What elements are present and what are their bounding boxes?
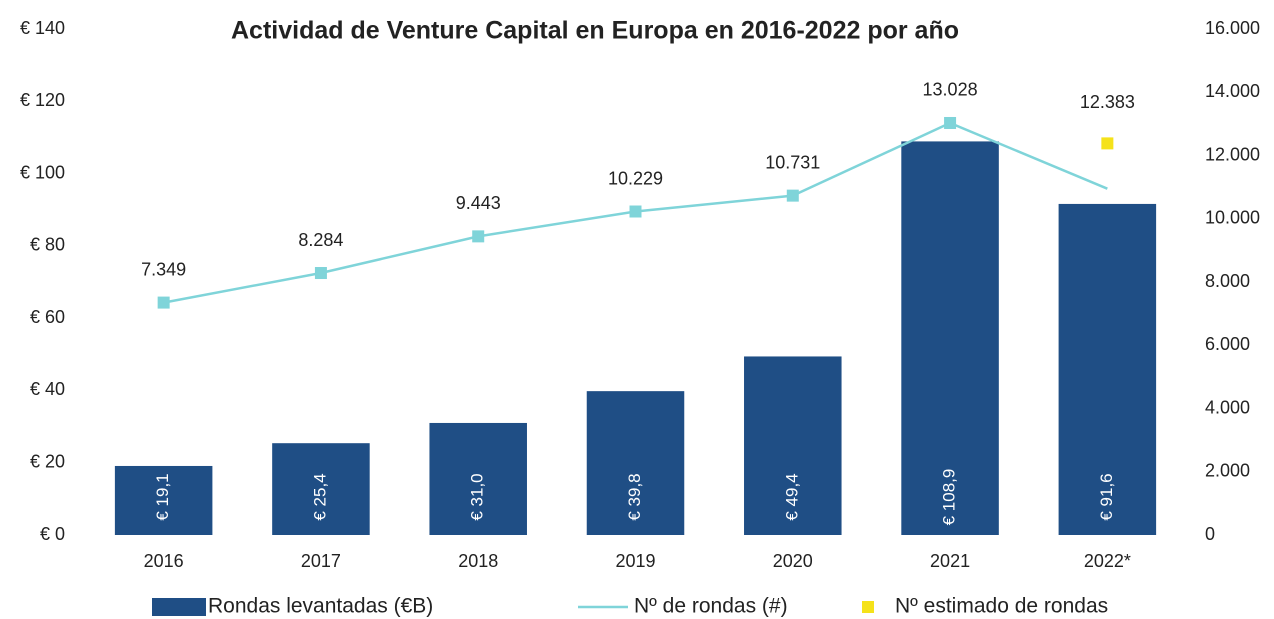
legend-label: Nº de rondas (#) [634, 595, 788, 618]
y2-tick-label: 4.000 [1205, 397, 1250, 417]
y-tick-label: € 40 [30, 379, 65, 399]
line-value-label: 9.443 [456, 193, 501, 213]
x-tick-label: 2021 [930, 551, 970, 571]
bar [744, 356, 842, 535]
y2-tick-label: 0 [1205, 524, 1215, 544]
line-value-label: 13.028 [923, 80, 978, 100]
line-marker [157, 296, 170, 309]
x-tick-label: 2018 [458, 551, 498, 571]
y-tick-label: € 60 [30, 307, 65, 327]
x-tick-label: 2022* [1084, 551, 1131, 571]
y2-tick-label: 16.000 [1205, 18, 1260, 38]
y2-tick-label: 10.000 [1205, 208, 1260, 228]
line-marker [472, 230, 485, 243]
bar [114, 465, 213, 535]
y2-tick-label: 6.000 [1205, 334, 1250, 354]
legend-label: Rondas levantadas (€B) [208, 595, 433, 618]
y2-tick-label: 2.000 [1205, 461, 1250, 481]
x-tick-label: 2017 [301, 551, 341, 571]
line-value-label: 10.229 [608, 168, 663, 188]
line-marker [314, 267, 327, 280]
y-tick-label: € 100 [20, 162, 65, 182]
line-value-label: 10.731 [765, 152, 820, 172]
legend-swatch [152, 598, 206, 616]
bar [586, 391, 685, 535]
bar-value-label: € 39,8 [625, 473, 644, 520]
bar-value-label: € 25,4 [310, 473, 329, 520]
bar-value-label: € 108,9 [940, 469, 959, 526]
line-value-label: 7.349 [141, 259, 186, 279]
line-marker [786, 189, 799, 202]
bar [429, 422, 527, 535]
x-tick-label: 2019 [615, 551, 655, 571]
bar-value-label: € 19,1 [153, 473, 172, 520]
legend-label: Nº estimado de rondas [895, 595, 1108, 618]
y2-tick-label: 12.000 [1205, 144, 1260, 164]
bar [1058, 203, 1157, 535]
y-tick-label: € 20 [30, 451, 65, 471]
line-value-label: 8.284 [298, 230, 343, 250]
chart-title: Actividad de Venture Capital en Europa e… [231, 17, 959, 45]
bar-value-label: € 91,6 [1097, 473, 1116, 520]
point [1101, 137, 1114, 150]
y-tick-label: € 120 [20, 90, 65, 110]
x-tick-label: 2020 [773, 551, 813, 571]
point-value-label: 12.383 [1080, 92, 1135, 112]
x-tick-label: 2016 [144, 551, 184, 571]
y-tick-label: € 0 [40, 524, 65, 544]
legend-swatch [862, 601, 874, 613]
y-tick-label: € 80 [30, 235, 65, 255]
bar-value-label: € 49,4 [782, 473, 801, 520]
bar [272, 443, 370, 535]
y-tick-label: € 140 [20, 18, 65, 38]
y2-tick-label: 14.000 [1205, 81, 1260, 101]
line-marker [944, 116, 957, 129]
line-marker [629, 205, 642, 218]
bar [901, 141, 999, 535]
bar-value-label: € 31,0 [468, 473, 487, 520]
y2-tick-label: 8.000 [1205, 271, 1250, 291]
